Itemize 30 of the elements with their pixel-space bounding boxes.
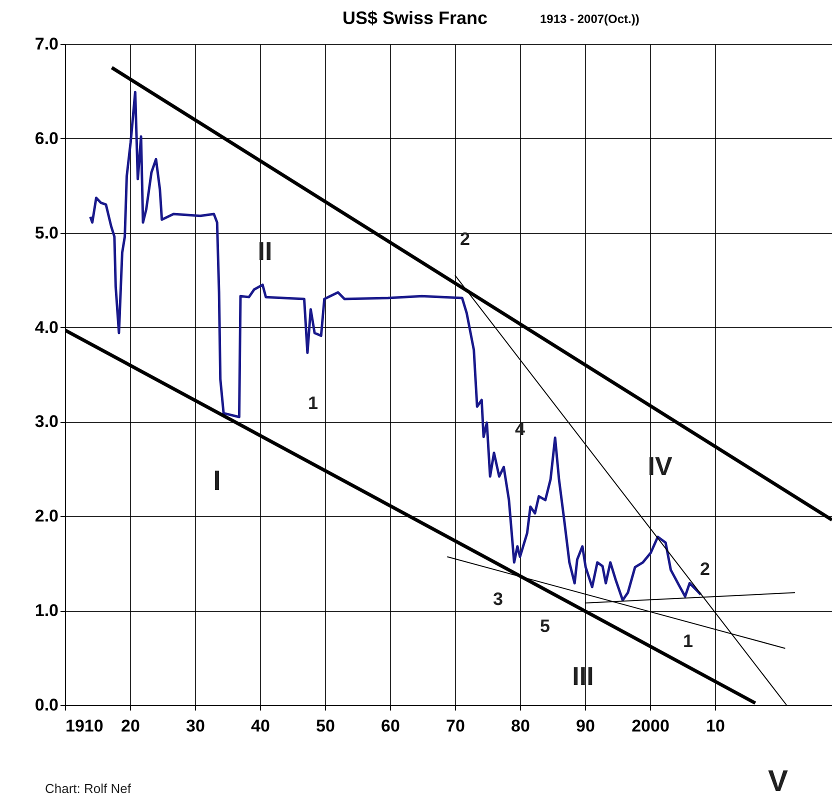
x-tick-label: 10 <box>706 716 725 736</box>
chart-subtitle: 1913 - 2007(Oct.)) <box>540 12 640 26</box>
x-tick-label: 40 <box>251 716 270 736</box>
y-tick-label: 1.0 <box>34 601 58 620</box>
annotation: 2 <box>460 229 470 249</box>
text: V <box>768 765 788 798</box>
x-tick-label: 50 <box>316 716 335 736</box>
y-tick-label: 3.0 <box>34 412 58 432</box>
annotation: 1 <box>308 393 318 413</box>
y-tick-label: 6.0 <box>34 128 58 148</box>
x-tick-label: 1910 <box>66 716 104 736</box>
x-tick-label: 20 <box>121 716 140 736</box>
annotation: 1 <box>682 631 694 651</box>
x-tick-label: 60 <box>381 716 400 736</box>
y-tick-label: 4.0 <box>34 318 58 337</box>
annotation: I <box>213 465 221 496</box>
x-tick-label: 2000 <box>632 716 670 736</box>
x-tick-label: 30 <box>186 716 205 736</box>
annotation: 5 <box>540 616 550 636</box>
y-tick-label: 0.0 <box>34 696 58 714</box>
y-tick-label: 5.0 <box>34 223 58 242</box>
text: Chart: Rolf Nef <box>45 781 132 796</box>
x-tick-label: 70 <box>446 716 465 736</box>
annotation: 2 <box>700 559 710 579</box>
x-tick-label: 80 <box>511 716 530 736</box>
y-tick-label: 7.0 <box>34 34 58 54</box>
y-tick-label: 2.0 <box>34 506 58 526</box>
annotation: 3 <box>492 589 504 609</box>
x-tick-label: 90 <box>576 716 595 736</box>
chart-title: US$ Swiss Franc <box>342 8 488 28</box>
